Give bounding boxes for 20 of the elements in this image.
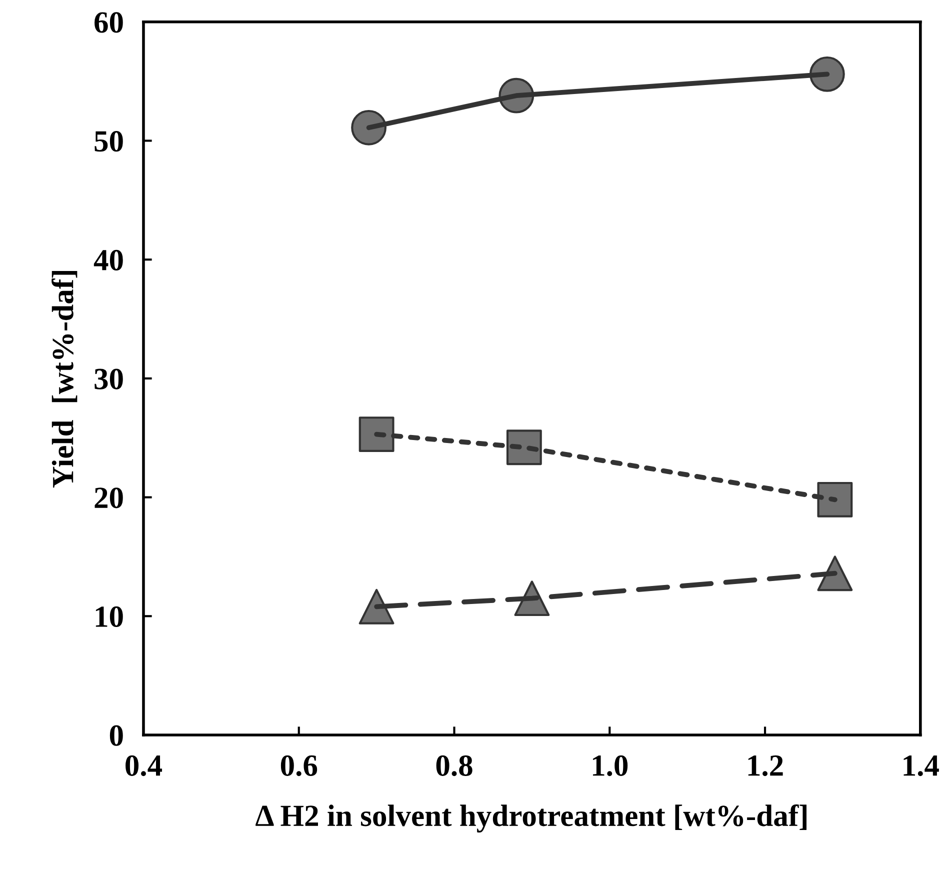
y-tick-label: 0 (110, 725, 123, 746)
y-tick-label: 60 (94, 12, 123, 33)
x-tick-label: 1.4 (904, 755, 939, 776)
x-tick-label: 0.6 (280, 755, 318, 776)
point (817, 482, 853, 518)
y-tick-label: 50 (94, 131, 123, 152)
y-tick-label: 20 (94, 488, 123, 508)
x-axis-title: Δ H2 in solvent hydrotreatment [wt%-daf] (256, 804, 806, 832)
point (358, 588, 394, 624)
x-tick-label: 0.4 (126, 755, 162, 776)
x-tick-label: 1.0 (592, 755, 628, 776)
point (358, 416, 394, 452)
y-axis-title: Yield [wt%-daf] (52, 270, 78, 488)
point (506, 430, 542, 466)
x-tick-label: 0.8 (436, 755, 472, 776)
y-tick-label: 10 (96, 606, 123, 628)
y-tick-label: 40 (94, 250, 123, 270)
y-tick-label: 30 (94, 368, 123, 390)
x-tick-label: 1.2 (748, 755, 783, 776)
point (817, 556, 853, 592)
